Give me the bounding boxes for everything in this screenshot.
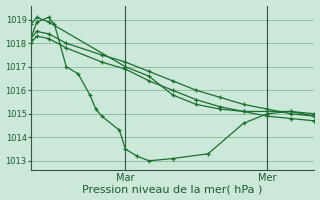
X-axis label: Pression niveau de la mer( hPa ): Pression niveau de la mer( hPa ) xyxy=(83,184,263,194)
